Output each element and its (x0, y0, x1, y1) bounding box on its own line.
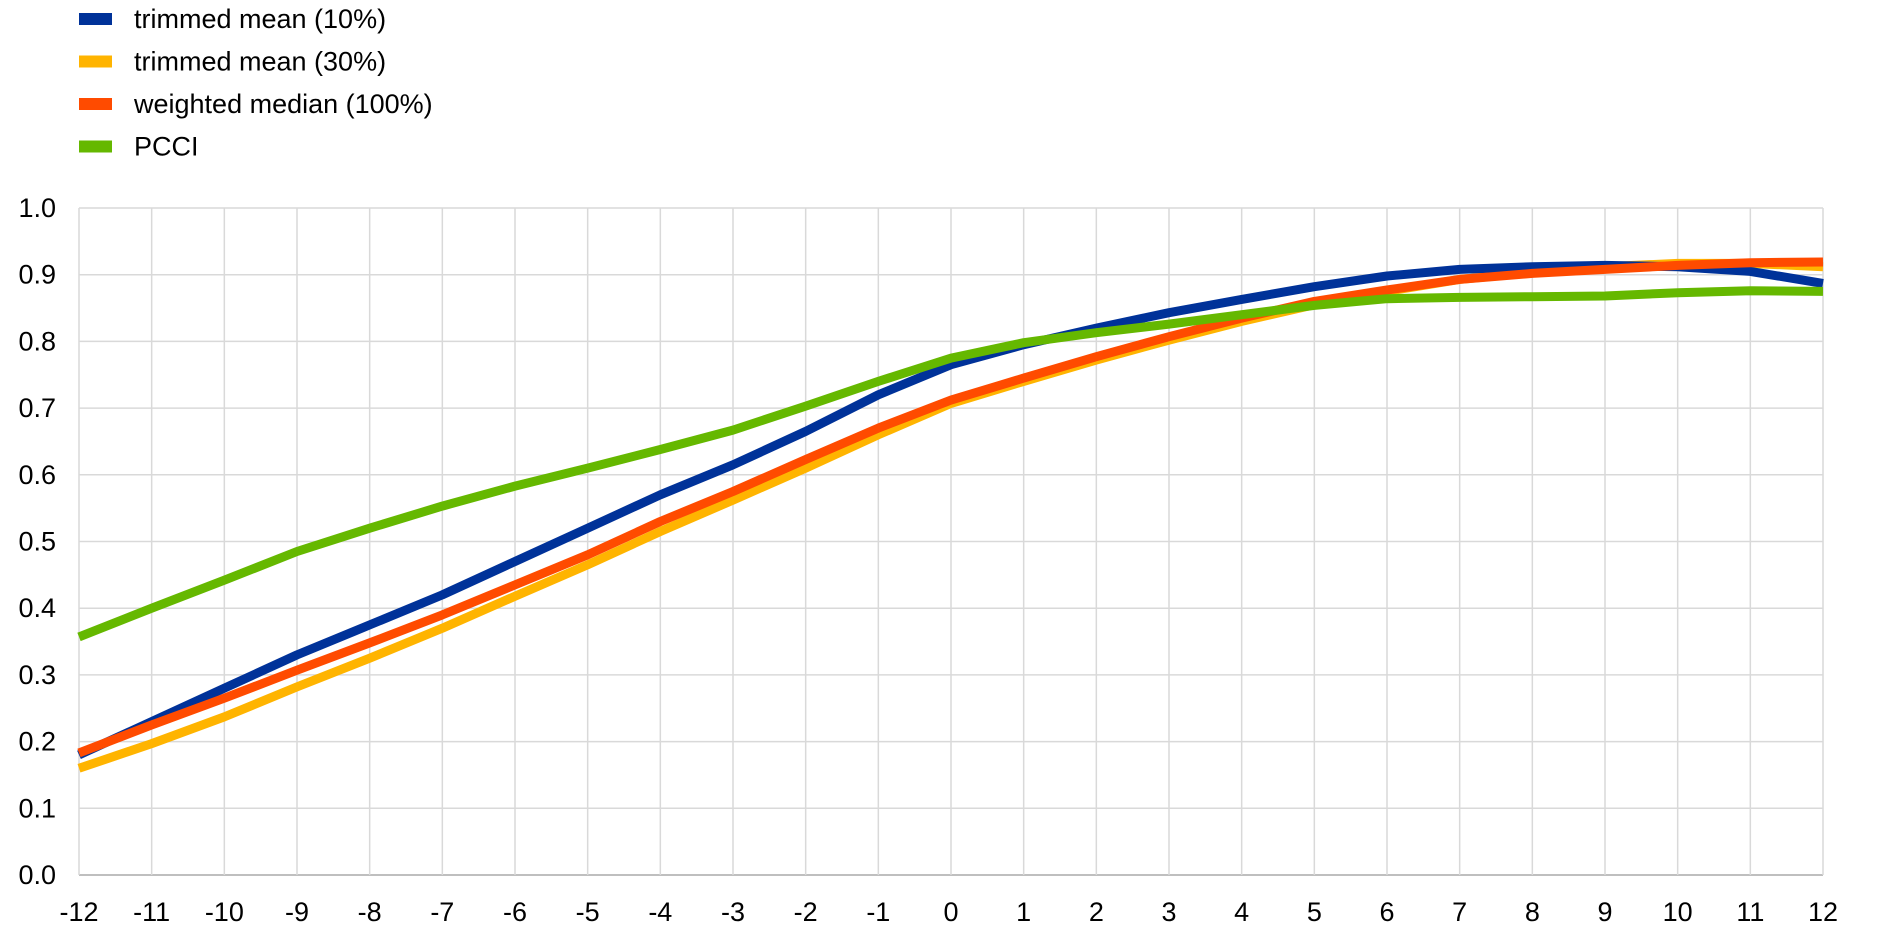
y-axis-ticks: 0.0 0.1 0.2 0.3 0.4 0.5 0.6 0.7 0.8 0.9 1.0 (18, 193, 56, 890)
x-axis-ticks: -12 -11 -10 -9 -8 -7 -6 -5 -4 -3 -2 -1 0 1 2 3 4 5 6 7 8 9 10 1… (59, 897, 1838, 927)
x-tick-label: 5 (1307, 897, 1322, 927)
x-tick-label: -9 (285, 897, 309, 927)
x-tick-label: 0 (943, 897, 958, 927)
legend-label: PCCI (134, 132, 199, 162)
x-tick-label: 7 (1452, 897, 1467, 927)
y-tick-label: 0.1 (18, 793, 56, 823)
legend-label: trimmed mean (10%) (134, 4, 386, 34)
x-tick-label: -12 (59, 897, 98, 927)
legend-swatch (79, 55, 112, 68)
x-tick-label: -6 (503, 897, 527, 927)
x-tick-label: 2 (1089, 897, 1104, 927)
x-tick-label: 11 (1736, 897, 1764, 927)
legend-swatch (79, 140, 112, 153)
x-tick-label: -7 (430, 897, 454, 927)
legend-swatch (79, 13, 112, 25)
y-tick-label: 0.0 (18, 860, 56, 890)
series-line-weighted-median-100 (77, 257, 1824, 758)
y-tick-label: 0.4 (18, 593, 56, 623)
legend: trimmed mean (10%) trimmed mean (30%) weig… (79, 4, 433, 162)
y-tick-label: 0.8 (18, 326, 56, 356)
y-tick-label: 0.3 (18, 660, 56, 690)
y-tick-label: 0.5 (18, 527, 56, 557)
x-tick-label: -2 (794, 897, 818, 927)
x-tick-label: -8 (358, 897, 382, 927)
x-tick-label: 6 (1379, 897, 1394, 927)
series-line-pcci (77, 286, 1824, 642)
x-tick-label: 12 (1808, 897, 1838, 927)
legend-label: trimmed mean (30%) (134, 47, 386, 77)
x-tick-label: -4 (648, 897, 672, 927)
x-tick-label: -3 (721, 897, 745, 927)
x-tick-label: 10 (1663, 897, 1693, 927)
x-tick-label: -11 (133, 897, 170, 927)
x-tick-label: -5 (576, 897, 600, 927)
x-tick-label: 1 (1016, 897, 1031, 927)
x-tick-label: 8 (1525, 897, 1540, 927)
legend-swatch (79, 98, 112, 110)
y-tick-label: 0.2 (18, 727, 56, 757)
grid (78, 207, 1824, 876)
x-tick-label: -10 (205, 897, 244, 927)
y-tick-label: 0.6 (18, 460, 56, 490)
legend-label: weighted median (100%) (133, 89, 433, 119)
series-lines (77, 257, 1824, 773)
series-line-trimmed-mean-10 (77, 260, 1824, 759)
x-tick-label: 9 (1597, 897, 1612, 927)
x-tick-label: 3 (1161, 897, 1176, 927)
y-tick-label: 0.9 (18, 260, 56, 290)
y-tick-label: 1.0 (18, 193, 56, 223)
y-tick-label: 0.7 (18, 393, 56, 423)
x-tick-label: 4 (1234, 897, 1249, 927)
x-tick-label: -1 (866, 897, 890, 927)
